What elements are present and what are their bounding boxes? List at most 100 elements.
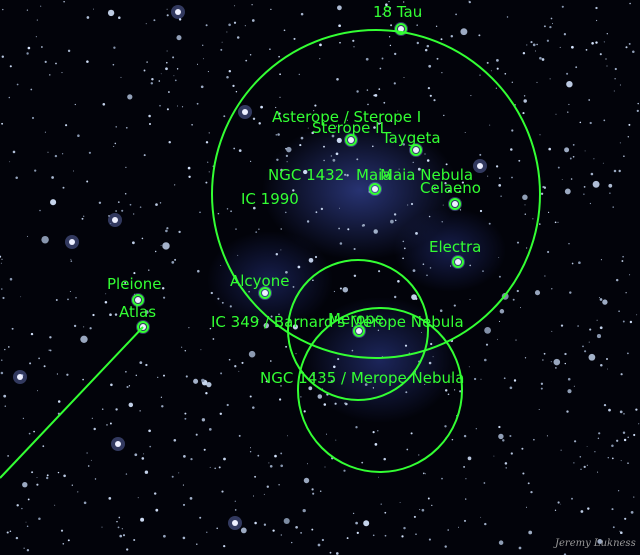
star [595,41,598,44]
star [39,209,41,212]
star [403,76,405,78]
star [525,247,528,249]
star [31,116,35,120]
star [602,299,608,305]
star [502,439,505,442]
star [285,154,289,158]
star [54,154,58,158]
star [564,147,570,153]
star [303,169,308,175]
star [402,257,404,260]
star [377,329,380,332]
star [563,33,567,36]
star [220,372,223,375]
star [166,61,168,64]
star [233,21,237,24]
star [485,343,489,346]
star [527,482,530,485]
star [388,0,390,3]
star [36,477,38,478]
star [263,322,270,329]
star [532,218,534,220]
star [314,255,318,259]
star [424,153,426,155]
star [6,531,9,534]
star [510,148,513,151]
star [139,410,141,412]
star [182,503,186,506]
atlas-pointer-line [0,326,144,479]
star [43,365,46,368]
star [522,194,528,201]
star [361,224,365,227]
star [550,361,552,363]
star [127,94,133,100]
star [619,142,621,144]
star [509,386,513,390]
star [140,517,145,522]
star [300,396,302,398]
star [523,99,527,103]
star [475,428,477,430]
star [544,275,546,277]
star [398,168,400,170]
star [607,456,610,459]
star [364,383,368,386]
star [98,201,102,205]
star [306,463,309,465]
star [272,529,275,532]
star [415,297,418,300]
star [158,80,161,82]
star [425,473,427,475]
star [557,501,560,504]
star [155,508,159,512]
star [568,82,571,84]
star [270,360,272,362]
star [11,327,14,330]
star [20,296,22,298]
star [592,180,600,188]
star [498,256,500,258]
star [160,73,162,75]
star [295,353,297,355]
star [511,81,513,83]
label-sterope-ii: Sterope II [312,119,384,137]
star [160,396,163,398]
star [15,536,19,540]
star [323,403,327,406]
star [441,221,443,223]
star [557,221,559,223]
star [9,277,13,281]
star [298,73,300,76]
maia-nebula-circle [211,29,541,359]
star [44,131,46,133]
star [590,172,594,176]
star [628,123,631,126]
star [619,531,623,535]
star [209,328,211,330]
star [335,439,337,441]
label-pleione: Pleione [107,275,162,293]
star [4,405,7,407]
star [521,447,524,450]
star [384,534,387,537]
star [635,408,638,411]
star [313,110,315,112]
star [416,24,418,26]
star [623,413,625,415]
star [120,76,122,78]
star [80,335,88,343]
bright-star [115,441,121,447]
star [46,476,49,480]
star [543,352,546,355]
star [389,44,392,47]
star [115,408,118,411]
star [412,161,414,164]
star [615,278,619,282]
star [40,5,42,7]
star [172,56,175,59]
star [417,167,421,171]
star [166,227,169,230]
star [499,177,501,179]
label-electra: Electra [429,238,481,256]
